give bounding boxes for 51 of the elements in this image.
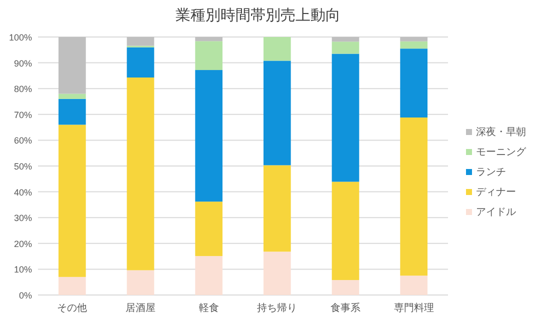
bar [400, 37, 428, 42]
bar [264, 37, 291, 61]
bar [58, 98, 86, 125]
y-tick-label: 100% [8, 32, 32, 42]
bar [332, 280, 360, 295]
y-tick-label: 90% [14, 58, 32, 68]
x-tick-label: 食事系 [330, 302, 360, 314]
bar [195, 202, 222, 256]
bar [264, 60, 291, 166]
bar [126, 270, 154, 295]
bar [126, 78, 154, 270]
legend-label: モーニング [476, 147, 527, 158]
bar [58, 94, 86, 99]
legend-label: 深夜・早朝 [476, 126, 526, 138]
bar [400, 276, 428, 295]
bar [332, 37, 360, 42]
y-tick-label: 60% [14, 136, 32, 146]
bar [58, 276, 86, 295]
y-tick-label: 70% [14, 110, 32, 120]
bar [400, 117, 428, 276]
bar [400, 41, 428, 49]
bar [264, 252, 291, 295]
x-tick-label: 軽食 [198, 302, 219, 314]
bar [332, 42, 360, 54]
legend-label: ランチ [476, 167, 506, 178]
y-tick-label: 40% [14, 187, 32, 198]
bar [195, 70, 222, 202]
bar [195, 256, 222, 295]
chart-title: 業種別時間帯別売上動向 [176, 7, 340, 24]
bar [332, 54, 360, 182]
y-tick-label: 10% [14, 264, 32, 275]
y-tick-label: 50% [14, 162, 32, 172]
bar [58, 37, 86, 94]
y-tick-label: 30% [14, 213, 32, 224]
legend-label: アイドル [476, 207, 516, 218]
bar [400, 48, 428, 118]
bar [126, 47, 154, 78]
bar [58, 124, 86, 277]
x-tick-label: 専門料理 [394, 302, 434, 314]
bar [332, 182, 360, 280]
bar [126, 37, 154, 46]
x-tick-label: その他 [57, 302, 88, 314]
x-tick-label: 居酒屋 [126, 302, 156, 314]
y-tick-label: 20% [14, 238, 32, 249]
bar [195, 41, 222, 70]
y-tick-label: 80% [14, 84, 32, 94]
legend-label: ディナー [476, 187, 516, 198]
bar [195, 37, 222, 42]
y-tick-label: 0% [18, 290, 32, 300]
bar [264, 165, 291, 252]
x-tick-label: 持ち帰り [257, 302, 298, 314]
